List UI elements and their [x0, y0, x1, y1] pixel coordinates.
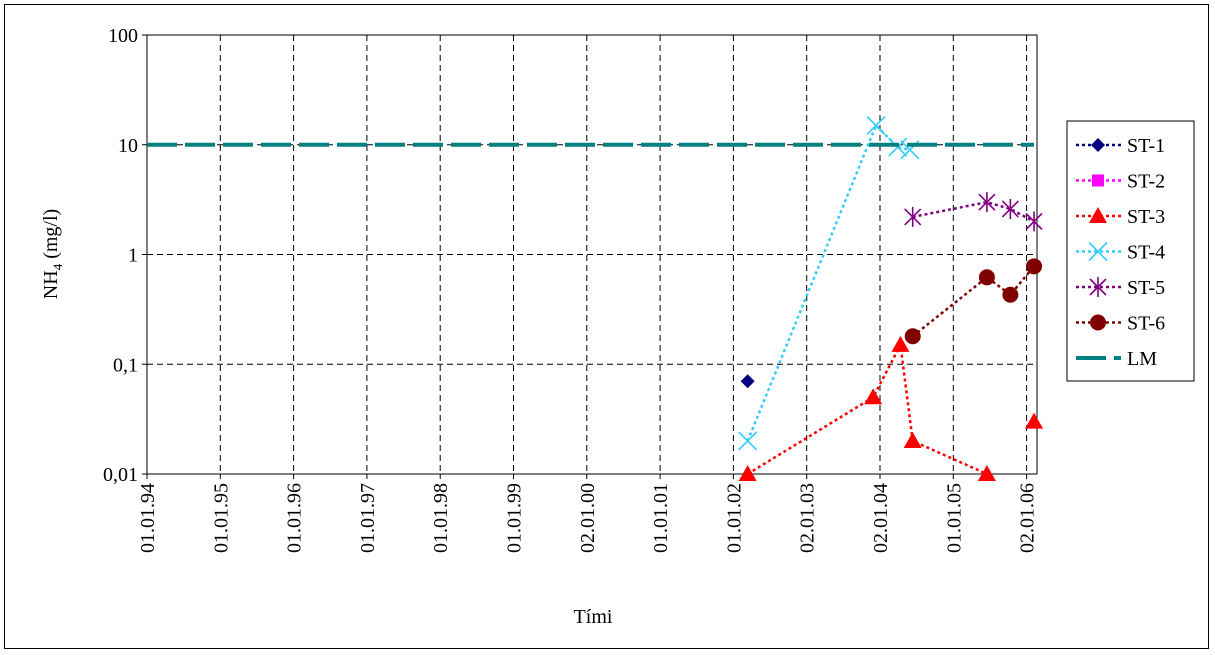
data-point — [888, 137, 908, 157]
series-line — [912, 200, 1035, 223]
y-axis-title: NH4 (mg/l) — [40, 209, 65, 299]
legend-marker — [1089, 277, 1107, 297]
legend-marker — [1091, 138, 1105, 152]
series-layer — [147, 115, 1044, 481]
data-point — [1001, 198, 1019, 219]
legend-label: ST-6 — [1127, 313, 1165, 335]
legend-item-st-1: ST-1 — [1076, 135, 1165, 157]
y-axis-title-unit: (mg/l) — [40, 209, 62, 264]
legend-label: LM — [1127, 348, 1157, 370]
x-tick-label: 01.01.97 — [357, 483, 379, 553]
data-point — [738, 465, 757, 481]
x-tick-label: 02.01.06 — [1017, 483, 1039, 553]
legend-marker — [1090, 314, 1106, 331]
data-point — [1026, 258, 1043, 275]
data-point — [866, 115, 886, 135]
x-tick-label: 01.01.05 — [943, 483, 965, 553]
series-st-1 — [740, 374, 755, 389]
legend-label: ST-4 — [1127, 242, 1165, 264]
y-tick-label: 0,1 — [113, 354, 138, 376]
data-point — [891, 335, 910, 352]
y-tick-label: 0,01 — [103, 464, 138, 486]
y-tick-label: 10 — [118, 135, 138, 157]
x-tick-label: 01.01.01 — [650, 483, 672, 553]
legend-label: ST-3 — [1127, 206, 1165, 228]
legend: ST-1 ST-2 ST-3 ST-4 ST-5 ST-6 LM — [1066, 120, 1195, 382]
series-st-3 — [738, 335, 1044, 481]
y-axis-title-main: NH — [40, 270, 62, 299]
x-tick-label: 02.01.00 — [577, 483, 599, 553]
data-point — [904, 328, 921, 345]
axes: 0,01 0,1 1 10 100 01.01.94 01.01.95 01.01.96 01.… — [103, 25, 1039, 553]
data-point — [978, 192, 996, 213]
legend-label: ST-5 — [1127, 277, 1165, 299]
data-point — [738, 431, 758, 451]
legend-marker — [1092, 174, 1104, 187]
x-tick-label: 01.01.96 — [284, 483, 306, 553]
data-point — [1025, 412, 1044, 429]
data-point — [978, 269, 995, 286]
series-st-5 — [904, 192, 1043, 232]
legend-item-st-3: ST-3 — [1076, 206, 1165, 228]
x-tick-label: 01.01.95 — [210, 483, 232, 553]
x-tick-label: 01.01.99 — [504, 483, 526, 553]
series-st-6 — [904, 258, 1043, 345]
legend-item-st-6: ST-6 — [1076, 313, 1165, 335]
data-point — [740, 374, 755, 389]
y-tick-label: 100 — [108, 25, 138, 47]
chart-frame — [4, 4, 1209, 649]
legend-item-st-4: ST-4 — [1076, 242, 1165, 264]
y-axis-title-subscript: 4 — [50, 263, 65, 270]
data-point — [1025, 211, 1043, 232]
data-point — [903, 431, 922, 448]
data-point — [864, 388, 883, 405]
data-point — [904, 206, 922, 227]
legend-marker — [1088, 241, 1108, 262]
x-tick-label: 02.01.04 — [870, 483, 892, 553]
x-tick-label: 01.01.94 — [137, 483, 159, 553]
legend-item-lm: LM — [1076, 348, 1157, 370]
legend-label: ST-2 — [1127, 171, 1165, 193]
legend-item-st-5: ST-5 — [1076, 277, 1165, 299]
series-st-4 — [738, 115, 920, 451]
legend-label: ST-1 — [1127, 135, 1165, 157]
grid-lines — [147, 35, 1037, 474]
x-tick-label: 01.01.02 — [723, 483, 745, 553]
data-point — [977, 465, 996, 481]
x-axis-title: Tími — [574, 606, 613, 628]
data-point — [1002, 286, 1019, 303]
legend-marker — [1089, 207, 1107, 223]
legend-item-st-2: ST-2 — [1076, 171, 1165, 193]
x-tick-label: 01.01.98 — [430, 483, 452, 553]
x-tick-label: 02.01.03 — [797, 483, 819, 553]
series-line — [911, 265, 1035, 338]
series-line — [746, 123, 911, 442]
y-tick-label: 1 — [128, 245, 138, 267]
